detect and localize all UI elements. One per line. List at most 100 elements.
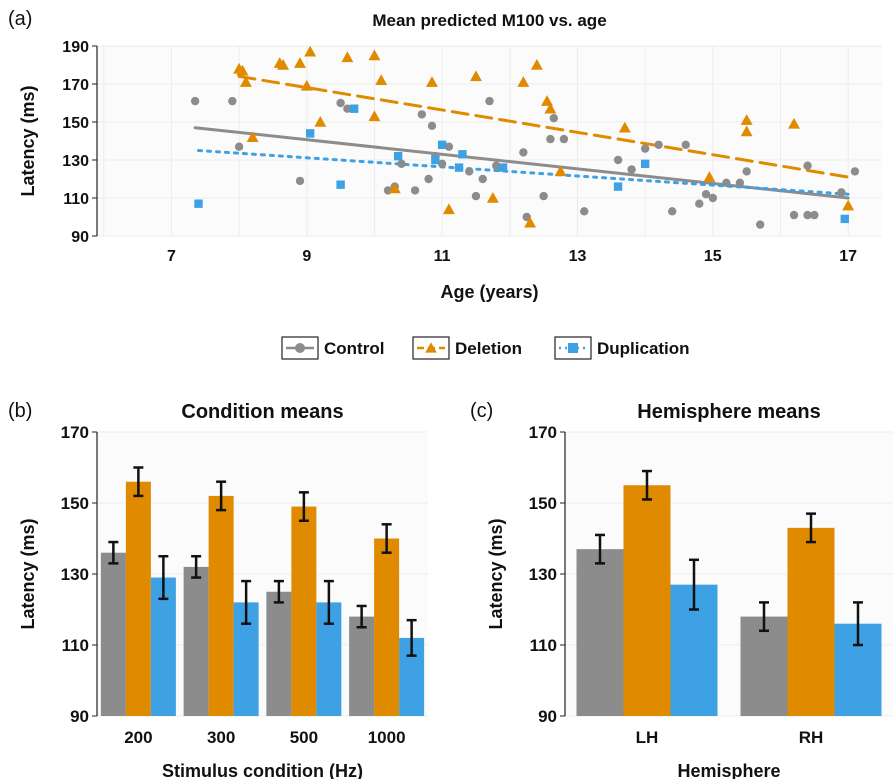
data-point-control (850, 167, 860, 176)
legend-key-marker (568, 343, 578, 353)
data-point-control (190, 96, 200, 106)
data-point-control (742, 167, 751, 176)
y-tick-label: 150 (61, 494, 89, 513)
bar-control (349, 616, 375, 716)
data-point-control (755, 220, 765, 229)
x-tick-label: 17 (839, 248, 857, 265)
data-point-deletion (277, 59, 290, 70)
data-point-deletion (314, 116, 327, 127)
data-point-deletion (300, 79, 313, 91)
plot-area (97, 46, 882, 236)
data-point-control (471, 191, 481, 201)
legend-label-duplication: Duplication (597, 339, 690, 358)
data-point-duplication (305, 129, 315, 138)
data-point-control (417, 110, 427, 119)
data-point-control (228, 96, 237, 106)
data-point-control (559, 134, 569, 144)
y-tick-label: 170 (61, 423, 89, 442)
bar-control (740, 616, 788, 716)
y-tick-label: 110 (62, 636, 89, 655)
y-tick-label: 110 (63, 191, 89, 208)
data-point-deletion (239, 76, 252, 87)
data-point-control (478, 174, 487, 184)
data-point-control (613, 155, 623, 165)
data-point-duplication (393, 152, 403, 161)
y-tick-label: 90 (71, 229, 89, 246)
y-tick-label: 170 (529, 423, 557, 442)
y-tick-label: 90 (70, 707, 89, 726)
data-point-duplication (431, 155, 440, 165)
data-point-deletion (425, 76, 438, 87)
x-tick-label: 300 (207, 728, 235, 747)
data-point-control (810, 210, 819, 220)
data-point-deletion (740, 125, 753, 137)
y-tick-label: 190 (62, 39, 89, 56)
data-point-duplication (840, 214, 849, 224)
scatter-panel: 90 110 130 150 170 190 7 9 11 13 15 17 Mean predicte… (18, 11, 882, 302)
data-point-duplication (349, 104, 359, 113)
bar-deletion (787, 527, 835, 716)
y-tick-label: 110 (530, 636, 557, 655)
data-point-duplication (640, 159, 650, 168)
x-axis-label: Hemisphere (677, 761, 780, 779)
x-axis-label: Age (years) (440, 282, 538, 302)
data-point-deletion (341, 51, 354, 63)
x-tick-label: RH (799, 728, 824, 747)
data-point-deletion (842, 199, 855, 211)
data-point-deletion (304, 45, 317, 57)
data-point-control (437, 159, 447, 168)
data-point-duplication (613, 182, 623, 191)
legend: Control Deletion Duplication (281, 336, 690, 360)
data-point-control (397, 159, 406, 168)
data-point-control (410, 186, 420, 195)
data-point-control (343, 104, 352, 113)
panel-letter-b: (b) (8, 400, 32, 422)
data-point-control (336, 98, 345, 108)
data-point-control (837, 188, 846, 197)
data-point-deletion (618, 121, 631, 133)
chart-title: Condition means (181, 401, 343, 423)
data-point-deletion (486, 192, 499, 203)
y-tick-label: 90 (538, 707, 557, 726)
data-point-control (492, 161, 501, 170)
x-tick-label: LH (636, 728, 659, 747)
data-point-control (444, 142, 454, 151)
data-point-deletion (554, 165, 567, 177)
bar-deletion (208, 495, 234, 716)
data-point-deletion (524, 216, 537, 228)
data-point-control (708, 193, 718, 203)
x-tick-label: 11 (434, 248, 451, 265)
legend-key-marker (425, 342, 437, 353)
data-point-control (234, 142, 244, 151)
chart-title: Mean predicted M100 vs. age (372, 11, 606, 30)
condition-bar-panel: 90 110 130 150 170 Condition means Stimulus co… (18, 401, 428, 779)
bar-control (266, 591, 292, 716)
data-point-deletion (388, 182, 401, 194)
x-tick-label: 200 (124, 728, 152, 747)
x-axis-label: Stimulus condition (Hz) (162, 761, 363, 779)
x-tick-label: 1000 (368, 728, 406, 747)
y-tick-label: 170 (62, 77, 89, 94)
data-point-control (695, 199, 704, 208)
chart-title: Hemisphere means (637, 401, 820, 423)
x-tick-label: 13 (569, 248, 587, 265)
data-point-control (803, 210, 812, 220)
data-point-control (722, 178, 731, 187)
data-point-deletion (517, 76, 530, 87)
x-tick-label: 15 (704, 248, 722, 265)
data-point-control (627, 165, 636, 174)
data-point-control (464, 167, 474, 176)
trend-line-deletion (237, 74, 850, 179)
data-point-control (681, 140, 690, 149)
data-point-deletion (541, 95, 554, 106)
data-point-deletion (368, 110, 381, 122)
data-point-duplication (498, 163, 508, 172)
data-point-control (427, 121, 437, 130)
y-tick-label: 150 (62, 115, 89, 132)
data-point-duplication (458, 150, 467, 159)
panel-letter-c: (c) (470, 400, 493, 422)
y-tick-label: 150 (529, 494, 557, 513)
data-point-control (803, 161, 812, 170)
data-point-control (654, 140, 663, 149)
